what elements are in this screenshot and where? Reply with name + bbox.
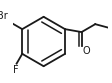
Text: F: F — [13, 65, 18, 75]
Text: O: O — [81, 46, 89, 56]
Text: Br: Br — [0, 11, 7, 21]
